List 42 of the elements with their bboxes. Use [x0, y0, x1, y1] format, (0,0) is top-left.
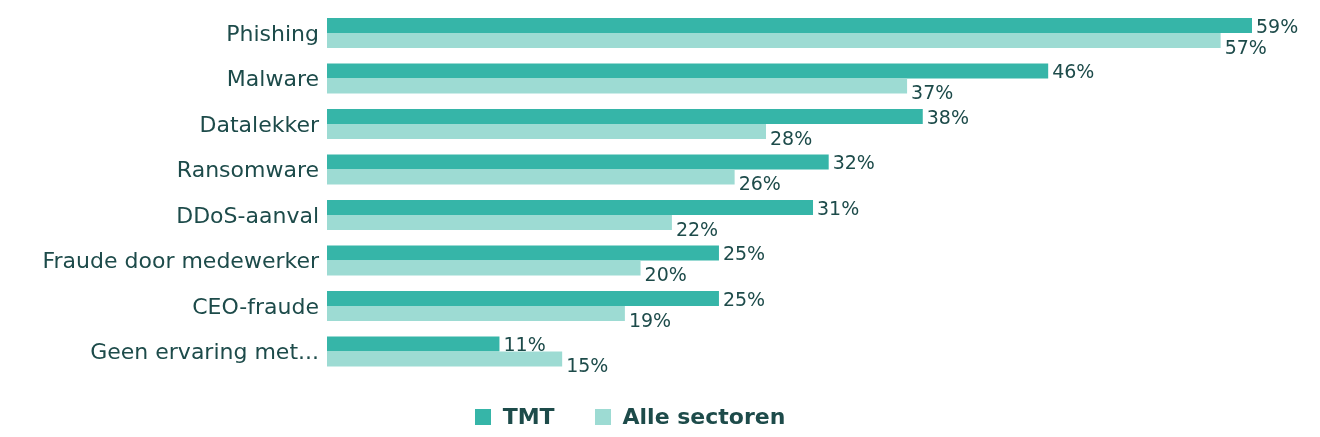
- bar: [327, 351, 563, 367]
- data-label: 22%: [675, 217, 719, 240]
- bar: [327, 18, 1252, 33]
- bar: [327, 260, 641, 276]
- y-tick-label: Malware: [226, 66, 319, 92]
- y-tick-label: Phishing: [226, 20, 319, 46]
- data-label: 57%: [1224, 35, 1267, 58]
- bar: [327, 245, 719, 261]
- data-label: 15%: [566, 354, 609, 376]
- bar: [327, 200, 814, 215]
- bar: [327, 78, 908, 94]
- legend-label: Alle sectoren: [622, 404, 786, 429]
- bar: [327, 169, 735, 185]
- data-label: 20%: [644, 263, 687, 285]
- data-label: 59%: [1256, 14, 1299, 37]
- y-tick-label: Fraude door medewerker: [42, 248, 320, 274]
- data-label: 25%: [722, 287, 766, 310]
- data-label: 25%: [722, 242, 766, 264]
- data-label: 19%: [628, 308, 672, 331]
- bar: [327, 124, 766, 139]
- data-label: 37%: [911, 81, 954, 103]
- data-label: 31%: [817, 196, 860, 219]
- bar: [327, 215, 672, 230]
- data-label: 11%: [503, 333, 546, 355]
- bar: [327, 291, 719, 306]
- y-tick-label: DDoS-aanval: [176, 202, 319, 228]
- bar: [327, 109, 923, 124]
- data-label: 38%: [926, 105, 969, 128]
- data-label: 32%: [832, 151, 875, 173]
- data-label: 46%: [1052, 60, 1095, 82]
- bar: [327, 306, 625, 321]
- bar: [327, 33, 1221, 48]
- bar: [327, 154, 829, 170]
- legend-label: TMT: [502, 404, 555, 429]
- data-label: 26%: [738, 172, 781, 194]
- data-label: 28%: [769, 126, 813, 149]
- y-tick-label: Geen ervaring met...: [90, 339, 319, 365]
- y-tick-label: CEO-fraude: [192, 293, 319, 319]
- bar: [327, 63, 1049, 79]
- y-tick-label: Ransomware: [176, 157, 319, 183]
- y-tick-label: Datalekker: [199, 111, 320, 137]
- bar: [327, 336, 500, 352]
